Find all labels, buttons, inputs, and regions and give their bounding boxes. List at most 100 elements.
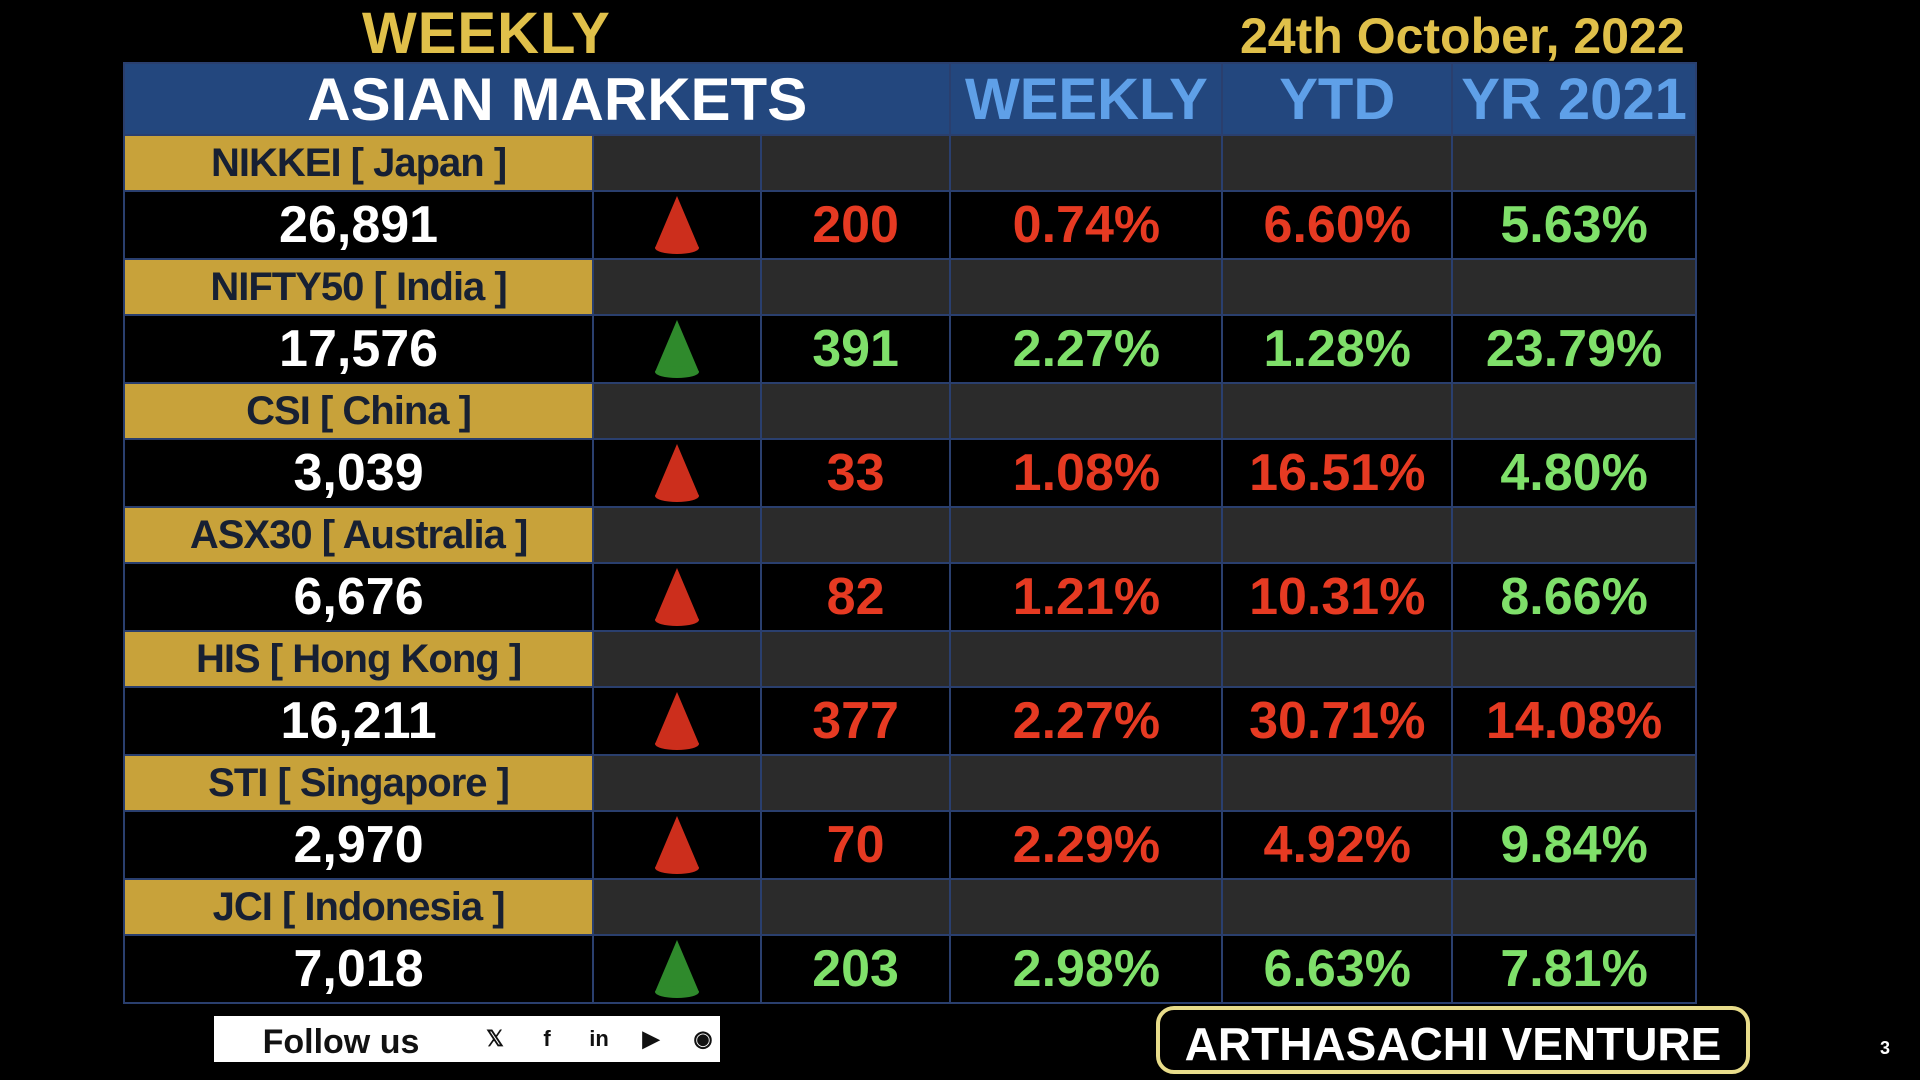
yr2021-pct: 8.66% xyxy=(1451,562,1697,632)
empty-cell xyxy=(1221,630,1454,688)
empty-cell xyxy=(1451,506,1697,564)
yr2021-pct: 5.63% xyxy=(1451,190,1697,260)
market-value-row: 26,891 200 0.74% 6.60% 5.63% xyxy=(122,190,1697,260)
direction-cell xyxy=(592,686,762,756)
empty-cell xyxy=(592,506,762,564)
twitter-icon[interactable]: 𝕏 xyxy=(486,1026,504,1051)
empty-cell xyxy=(592,630,762,688)
report-date: 24th October, 2022 xyxy=(1240,8,1685,64)
market-name: HIS [ Hong Kong ] xyxy=(122,630,595,688)
change-value: 377 xyxy=(759,686,952,756)
asian-markets-table: ASIAN MARKETS WEEKLY YTD YR 2021 NIKKEI … xyxy=(122,62,1697,1004)
direction-cell xyxy=(592,190,762,260)
ytd-pct: 16.51% xyxy=(1221,438,1454,508)
empty-cell xyxy=(1221,506,1454,564)
empty-cell xyxy=(759,134,952,192)
empty-cell xyxy=(592,134,762,192)
instagram-icon[interactable]: ◉ xyxy=(693,1026,713,1051)
header-weekly: WEEKLY xyxy=(949,62,1224,136)
market-name-row: STI [ Singapore ] xyxy=(122,754,1697,812)
red-cone-icon xyxy=(654,692,699,750)
empty-cell xyxy=(949,630,1224,688)
header-asian-markets: ASIAN MARKETS xyxy=(122,62,952,136)
empty-cell xyxy=(759,258,952,316)
change-value: 203 xyxy=(759,934,952,1004)
change-value: 82 xyxy=(759,562,952,632)
market-name-row: JCI [ Indonesia ] xyxy=(122,878,1697,936)
empty-cell xyxy=(1451,878,1697,936)
index-price: 16,211 xyxy=(122,686,595,756)
direction-cell xyxy=(592,934,762,1004)
header-ytd: YTD xyxy=(1221,62,1454,136)
index-price: 17,576 xyxy=(122,314,595,384)
index-price: 3,039 xyxy=(122,438,595,508)
yr2021-pct: 23.79% xyxy=(1451,314,1697,384)
empty-cell xyxy=(949,754,1224,812)
follow-us-bar: Follow us 𝕏 f in ▶ ◉ xyxy=(214,1016,720,1062)
index-price: 7,018 xyxy=(122,934,595,1004)
market-value-row: 2,970 70 2.29% 4.92% 9.84% xyxy=(122,810,1697,880)
market-value-row: 7,018 203 2.98% 6.63% 7.81% xyxy=(122,934,1697,1004)
empty-cell xyxy=(949,134,1224,192)
change-value: 70 xyxy=(759,810,952,880)
header-yr2021: YR 2021 xyxy=(1451,62,1697,136)
empty-cell xyxy=(759,630,952,688)
empty-cell xyxy=(1451,630,1697,688)
follow-us-label: Follow us xyxy=(262,1022,420,1061)
empty-cell xyxy=(1451,134,1697,192)
market-name: NIKKEI [ Japan ] xyxy=(122,134,595,192)
change-value: 33 xyxy=(759,438,952,508)
change-value: 200 xyxy=(759,190,952,260)
ytd-pct: 6.60% xyxy=(1221,190,1454,260)
empty-cell xyxy=(1221,754,1454,812)
index-price: 2,970 xyxy=(122,810,595,880)
index-price: 6,676 xyxy=(122,562,595,632)
market-name-row: NIFTY50 [ India ] xyxy=(122,258,1697,316)
empty-cell xyxy=(1451,754,1697,812)
direction-cell xyxy=(592,438,762,508)
social-icons: 𝕏 f in ▶ ◉ xyxy=(478,1026,720,1052)
weekly-pct: 1.08% xyxy=(949,438,1224,508)
green-cone-icon xyxy=(654,940,699,998)
empty-cell xyxy=(759,754,952,812)
empty-cell xyxy=(1221,878,1454,936)
market-value-row: 17,576 391 2.27% 1.28% 23.79% xyxy=(122,314,1697,384)
facebook-icon[interactable]: f xyxy=(543,1026,551,1051)
empty-cell xyxy=(759,506,952,564)
empty-cell xyxy=(949,382,1224,440)
youtube-icon[interactable]: ▶ xyxy=(642,1026,660,1051)
empty-cell xyxy=(1221,258,1454,316)
empty-cell xyxy=(949,258,1224,316)
direction-cell xyxy=(592,810,762,880)
market-name: STI [ Singapore ] xyxy=(122,754,595,812)
empty-cell xyxy=(1451,258,1697,316)
yr2021-pct: 7.81% xyxy=(1451,934,1697,1004)
market-name: CSI [ China ] xyxy=(122,382,595,440)
empty-cell xyxy=(1221,382,1454,440)
market-name-row: ASX30 [ Australia ] xyxy=(122,506,1697,564)
market-value-row: 16,211 377 2.27% 30.71% 14.08% xyxy=(122,686,1697,756)
market-value-row: 6,676 82 1.21% 10.31% 8.66% xyxy=(122,562,1697,632)
weekly-pct: 2.27% xyxy=(949,314,1224,384)
page-number: 3 xyxy=(1880,1038,1891,1058)
empty-cell xyxy=(592,754,762,812)
green-cone-icon xyxy=(654,320,699,378)
linkedin-icon[interactable]: in xyxy=(589,1026,609,1051)
weekly-pct: 2.27% xyxy=(949,686,1224,756)
yr2021-pct: 9.84% xyxy=(1451,810,1697,880)
ytd-pct: 1.28% xyxy=(1221,314,1454,384)
empty-cell xyxy=(1451,382,1697,440)
red-cone-icon xyxy=(654,816,699,874)
weekly-pct: 2.29% xyxy=(949,810,1224,880)
ytd-pct: 4.92% xyxy=(1221,810,1454,880)
market-name: JCI [ Indonesia ] xyxy=(122,878,595,936)
weekly-pct: 0.74% xyxy=(949,190,1224,260)
empty-cell xyxy=(949,506,1224,564)
direction-cell xyxy=(592,314,762,384)
market-name: ASX30 [ Australia ] xyxy=(122,506,595,564)
empty-cell xyxy=(949,878,1224,936)
empty-cell xyxy=(759,878,952,936)
yr2021-pct: 4.80% xyxy=(1451,438,1697,508)
market-value-row: 3,039 33 1.08% 16.51% 4.80% xyxy=(122,438,1697,508)
brand-logo: ARTHASACHI VENTURE xyxy=(1156,1006,1750,1074)
